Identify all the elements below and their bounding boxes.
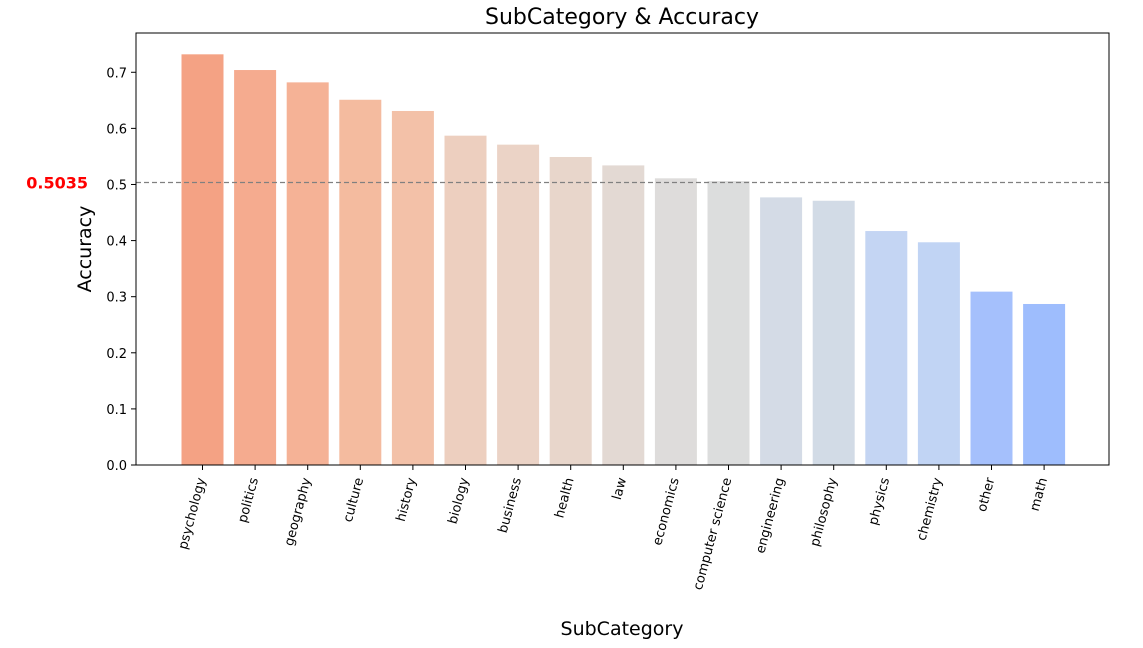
bar-chemistry bbox=[917, 242, 960, 465]
bar-politics bbox=[234, 70, 277, 466]
bar-history bbox=[391, 110, 434, 466]
x-tick-label: philosophy bbox=[808, 476, 841, 548]
bar-other bbox=[970, 291, 1013, 465]
bar-economics bbox=[654, 178, 697, 466]
bar-math bbox=[1023, 303, 1066, 465]
x-tick-label: math bbox=[1028, 476, 1051, 513]
x-axis-title: SubCategory bbox=[561, 618, 684, 640]
x-tick-label: geography bbox=[282, 476, 315, 548]
x-tick-label: psychology bbox=[176, 476, 210, 551]
bar-philosophy bbox=[812, 200, 855, 465]
bar-law bbox=[602, 165, 645, 465]
y-tick-label: 0.3 bbox=[106, 291, 127, 306]
y-tick-label: 0.5 bbox=[106, 178, 127, 193]
x-tick-label: biology bbox=[446, 476, 473, 526]
x-tick-label: history bbox=[394, 476, 420, 523]
x-axis: psychology politics geography culture histor… bbox=[176, 465, 1051, 592]
x-tick-label: health bbox=[552, 476, 577, 520]
bar-health bbox=[549, 156, 592, 465]
y-tick-label: 0.2 bbox=[106, 347, 127, 362]
bar-biology bbox=[444, 135, 487, 465]
bar-business bbox=[497, 144, 540, 465]
bar-geography bbox=[286, 82, 329, 465]
y-tick-label: 0.4 bbox=[106, 235, 127, 250]
x-tick-label: business bbox=[496, 476, 525, 535]
x-tick-label: physics bbox=[866, 476, 893, 527]
bar-engineering bbox=[760, 197, 803, 466]
x-tick-label: law bbox=[610, 476, 630, 502]
y-axis-title: Accuracy bbox=[74, 206, 96, 293]
y-tick-label: 0.1 bbox=[106, 403, 127, 418]
y-tick-label: 0.7 bbox=[106, 66, 127, 81]
bar-computer-science bbox=[707, 181, 750, 465]
reference-line-label: 0.5035 bbox=[26, 174, 88, 193]
x-tick-label: culture bbox=[341, 476, 367, 524]
chart-title: SubCategory & Accuracy bbox=[485, 5, 759, 30]
bar-physics bbox=[865, 231, 908, 465]
bars-group bbox=[181, 54, 1066, 466]
y-axis: 0.0 0.1 0.2 0.3 0.4 0.5 0.6 0.7 bbox=[106, 66, 136, 474]
bar-culture bbox=[339, 99, 382, 465]
x-tick-label: engineering bbox=[753, 476, 788, 555]
bar-psychology bbox=[181, 54, 224, 465]
x-tick-label: economics bbox=[650, 476, 683, 547]
reference-line-group: 0.5035 bbox=[26, 174, 1109, 193]
y-tick-label: 0.6 bbox=[106, 122, 127, 137]
x-tick-label: computer science bbox=[691, 476, 735, 592]
y-tick-label: 0.0 bbox=[106, 459, 127, 474]
x-tick-label: politics bbox=[236, 476, 262, 525]
x-tick-label: other bbox=[975, 476, 999, 514]
plot-frame bbox=[135, 32, 1110, 466]
x-tick-label: chemistry bbox=[915, 476, 946, 543]
